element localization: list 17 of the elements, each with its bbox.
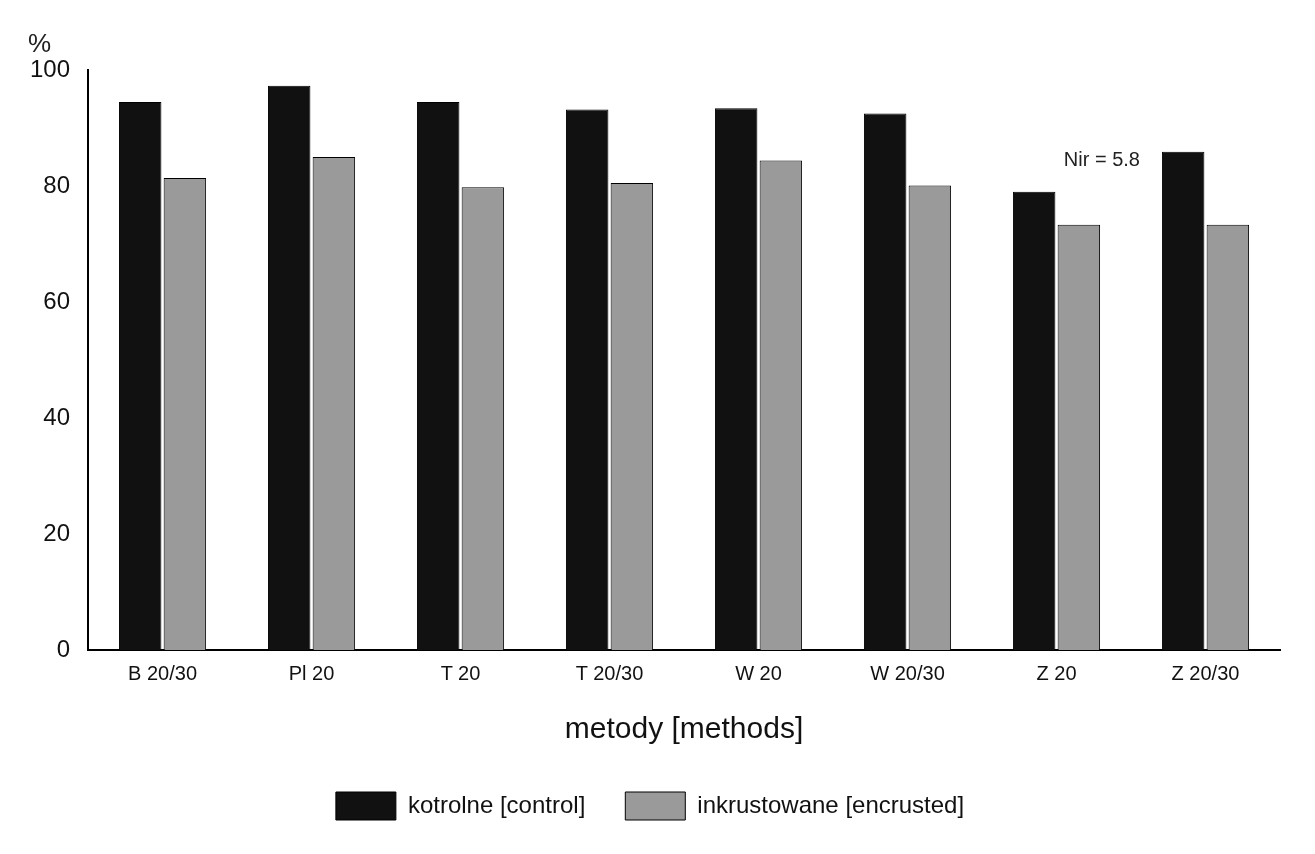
x-tick-label: Z 20/30 [1171,661,1240,684]
legend-label: kotrolne [control] [407,790,586,818]
x-tick-label: T 20/30 [575,661,644,684]
x-axis-title: metody [methods] [564,711,804,745]
legend-label: inkrustowane [encrusted] [697,790,965,818]
x-tick-label: Pl 20 [288,661,335,684]
y-tick-label: 60 [43,286,71,314]
x-tick-label: W 20 [735,661,782,684]
x-tick-label: B 20/30 [128,661,198,684]
y-tick-label: 40 [43,402,71,430]
y-tick-label: 80 [43,170,71,198]
annotation: Nir = 5.8 [1063,147,1140,170]
y-tick-label: 0 [56,634,71,662]
y-tick-label: 20 [43,518,71,546]
x-tick-label: Z 20 [1036,661,1077,684]
x-tick-label: T 20 [440,661,481,684]
x-tick-label: W 20/30 [870,661,945,684]
